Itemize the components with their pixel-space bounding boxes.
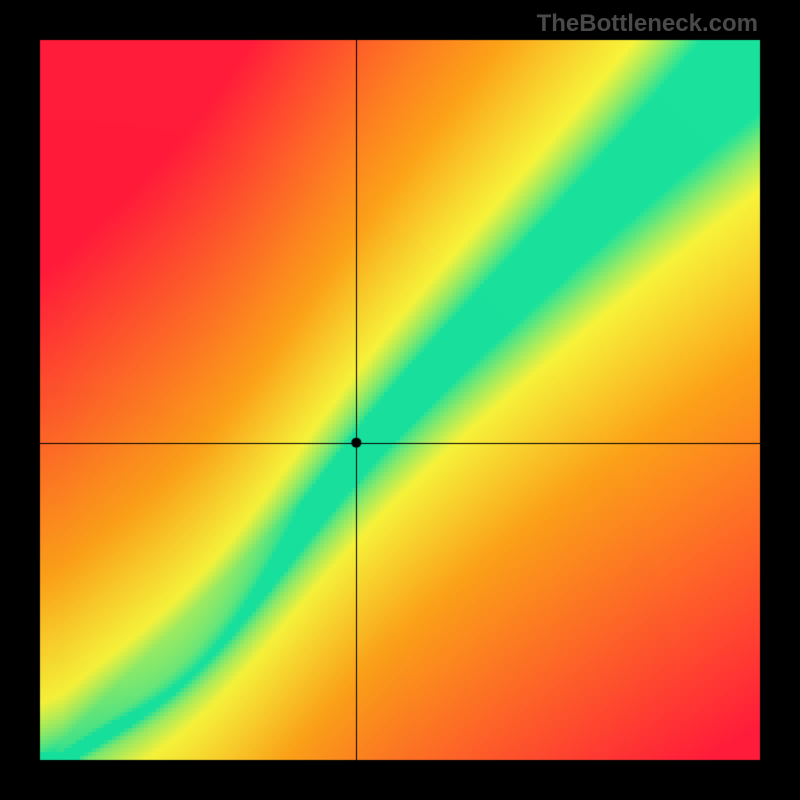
chart-container: TheBottleneck.com [0, 0, 800, 800]
watermark-text: TheBottleneck.com [537, 10, 758, 38]
bottleneck-heatmap [0, 0, 800, 800]
